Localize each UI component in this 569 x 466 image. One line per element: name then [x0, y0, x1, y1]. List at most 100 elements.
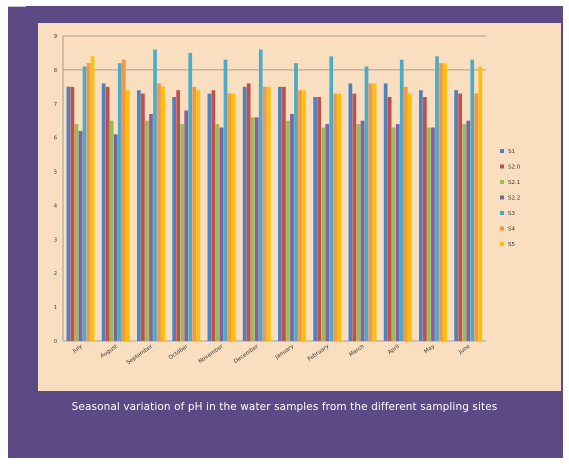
bar — [391, 127, 396, 341]
legend-label: S2.2 — [508, 196, 520, 202]
x-tick-label: November — [198, 343, 225, 365]
bar — [387, 97, 392, 341]
bars — [66, 49, 483, 342]
bar — [356, 124, 361, 341]
legend-label: S3 — [508, 211, 515, 217]
bar — [419, 90, 423, 341]
bar — [368, 83, 373, 341]
bar — [427, 127, 431, 341]
bar — [157, 83, 161, 341]
y-tick-label: 4 — [54, 203, 57, 209]
bar — [192, 86, 197, 341]
bar — [153, 49, 157, 341]
chart-panel: 0 1 2 3 4 5 6 7 8 9 July August September October Nov… — [38, 23, 561, 391]
x-tick-label: December — [233, 343, 260, 365]
bar — [302, 90, 306, 341]
bar — [407, 93, 412, 341]
bar — [364, 66, 369, 341]
bar — [113, 134, 118, 341]
bar — [180, 124, 185, 341]
bar — [196, 90, 201, 341]
bar — [435, 56, 439, 341]
bar — [470, 59, 475, 341]
bar — [90, 56, 95, 341]
bar — [223, 59, 228, 341]
legend-swatch — [500, 164, 504, 169]
bar — [211, 90, 216, 341]
bar — [458, 93, 463, 341]
bar — [360, 120, 365, 341]
x-tick-label: July — [71, 343, 84, 355]
y-tick-label: 7 — [54, 102, 57, 108]
bar — [161, 86, 165, 341]
bar — [66, 86, 71, 341]
y-tick-label: 5 — [54, 170, 57, 176]
bar — [290, 113, 294, 341]
bar — [474, 93, 479, 341]
bar — [242, 86, 247, 341]
legend-swatch — [500, 226, 504, 231]
legend-swatch — [500, 149, 504, 153]
bar — [266, 86, 271, 341]
y-tick-label: 0 — [54, 339, 57, 345]
bar — [262, 86, 267, 341]
bar — [227, 93, 232, 341]
bar — [372, 83, 377, 341]
x-tick-label: May — [423, 343, 436, 355]
bar — [431, 127, 435, 341]
bar — [399, 59, 404, 341]
ph-bar-chart: 0 1 2 3 4 5 6 7 8 9 July August September October Nov… — [54, 34, 521, 366]
bar — [137, 90, 141, 341]
bar — [298, 90, 302, 341]
slide-top-edge — [8, 6, 26, 7]
bar — [121, 59, 126, 341]
legend-label: S1 — [508, 149, 515, 155]
y-tick-label: 2 — [54, 271, 57, 277]
bar — [286, 120, 290, 341]
legend: S1 S2.0 S2.1 S2.2 S3 S4 S5 — [500, 149, 521, 248]
y-tick-label: 6 — [54, 136, 57, 142]
y-tick-label: 8 — [54, 68, 57, 74]
legend-swatch — [500, 211, 504, 215]
bar — [282, 86, 286, 341]
bar — [325, 124, 330, 341]
grid-layer — [62, 35, 486, 342]
x-tick-label: April — [387, 343, 401, 355]
x-axis-ticks: July August September October November Decemb… — [71, 343, 472, 366]
bar — [74, 124, 79, 341]
y-tick-label: 9 — [54, 34, 57, 40]
bar — [454, 90, 458, 341]
legend-swatch — [500, 242, 504, 246]
bar — [329, 56, 334, 341]
legend-label: S2.0 — [508, 165, 521, 171]
bar — [207, 93, 212, 341]
bar — [78, 130, 83, 341]
bar — [125, 90, 130, 341]
bar — [109, 120, 114, 341]
x-tick-label: March — [348, 343, 366, 358]
bar — [231, 93, 236, 341]
bar — [101, 83, 106, 341]
bar — [462, 124, 467, 341]
bar — [86, 63, 91, 342]
bar — [403, 86, 408, 341]
bar — [352, 93, 357, 341]
figure-caption: Seasonal variation of pH in the water sa… — [71, 401, 498, 413]
legend-label: S2.1 — [508, 180, 520, 186]
legend-swatch — [500, 180, 504, 184]
bar — [383, 83, 388, 341]
bar — [423, 97, 427, 341]
bar — [188, 52, 193, 341]
bar — [82, 66, 87, 341]
x-tick-label: September — [126, 343, 155, 366]
y-tick-label: 3 — [54, 237, 57, 243]
bar — [294, 63, 298, 342]
bar — [313, 97, 317, 341]
bar — [478, 66, 483, 341]
bar — [184, 110, 189, 341]
bar — [70, 86, 75, 341]
bar — [317, 97, 322, 341]
bar — [443, 63, 447, 342]
bar — [258, 49, 263, 341]
bar — [333, 93, 338, 341]
